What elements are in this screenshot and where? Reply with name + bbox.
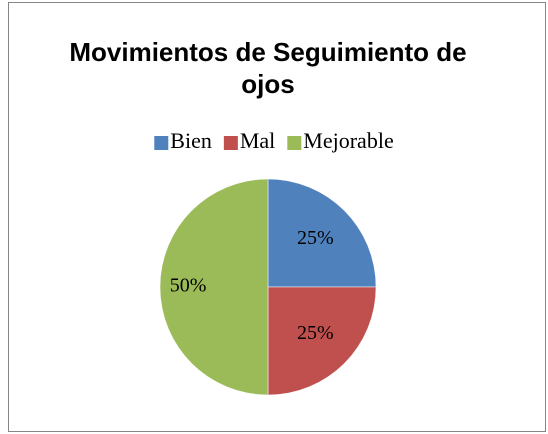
legend-swatch (223, 136, 238, 150)
chart-frame (8, 2, 546, 432)
legend-swatch (154, 136, 169, 150)
data-label: 25% (297, 227, 334, 249)
legend-label: Bien (170, 128, 212, 153)
data-label: 25% (297, 322, 334, 344)
pie-slice (267, 178, 377, 288)
chart-title: Movimientos de Seguimiento de ojos (69, 37, 467, 99)
legend-label: Mejorable (303, 128, 393, 153)
data-label: 50% (170, 275, 207, 297)
pie-slice (267, 286, 377, 396)
legend-label: Mal (240, 128, 275, 153)
legend-swatch (287, 136, 302, 150)
pie-slice (159, 178, 269, 396)
